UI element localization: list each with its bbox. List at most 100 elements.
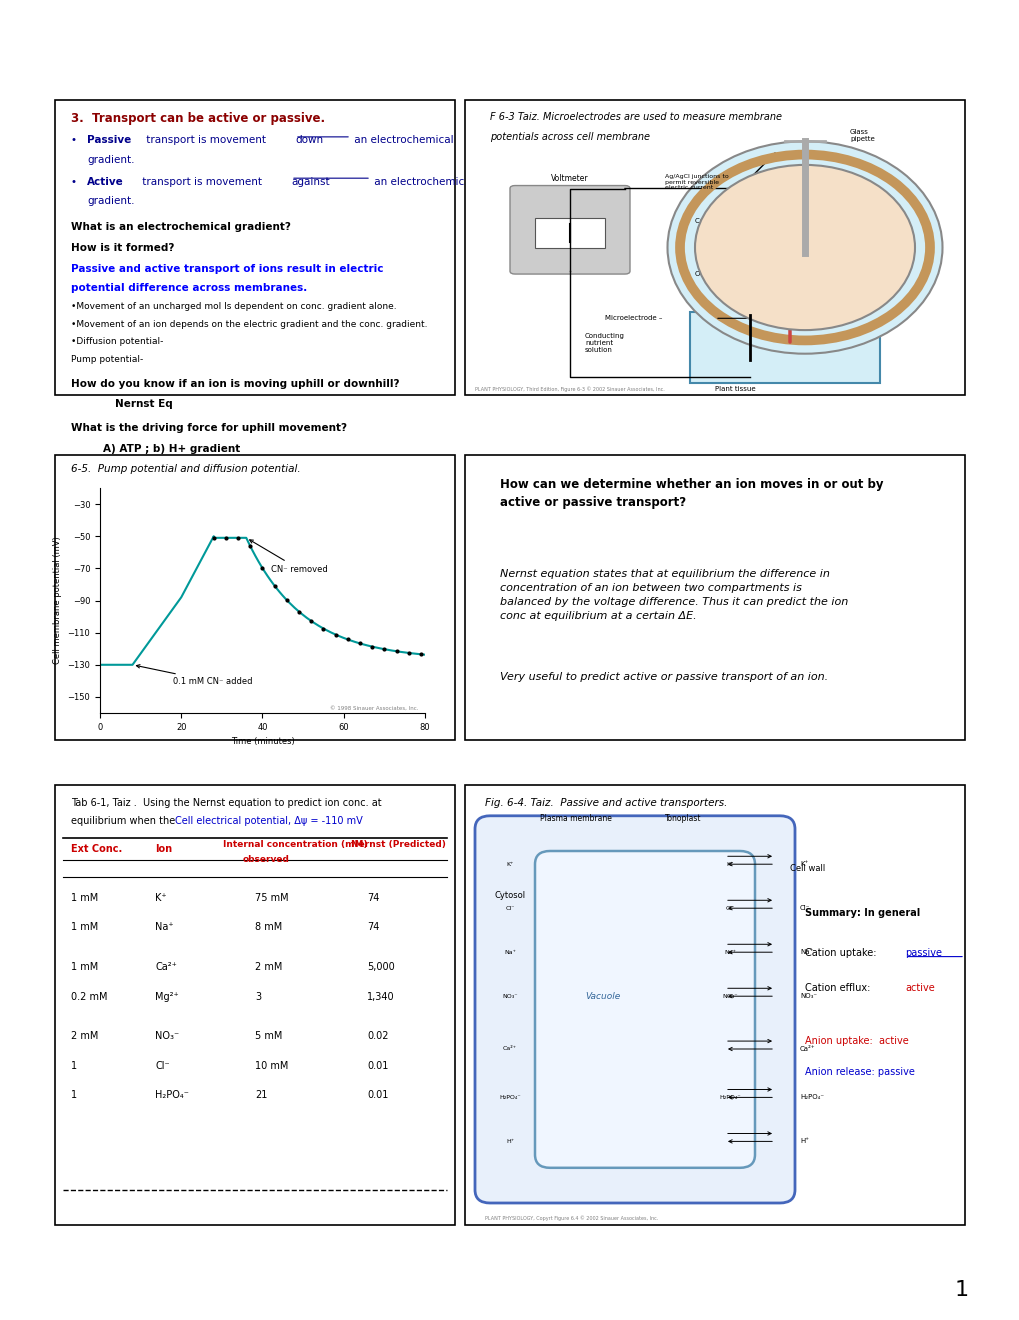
Text: Passive: Passive [87, 136, 131, 145]
Text: potentials across cell membrane: potentials across cell membrane [489, 132, 649, 143]
Text: 2 mM: 2 mM [71, 1031, 98, 1041]
Text: Plasma
membrane
seals to
glass: Plasma membrane seals to glass [814, 259, 849, 281]
Text: Ext Conc.: Ext Conc. [71, 845, 122, 854]
Text: •Movement of an ion depends on the electric gradient and the conc. gradient.: •Movement of an ion depends on the elect… [71, 319, 427, 329]
Text: Open tip: Open tip [694, 271, 725, 277]
Text: H₂PO₄⁻: H₂PO₄⁻ [498, 1094, 521, 1100]
FancyBboxPatch shape [55, 100, 454, 395]
Text: Internal concentration (mM): Internal concentration (mM) [223, 840, 367, 849]
Text: NO₃⁻: NO₃⁻ [799, 993, 816, 999]
Text: Microelectrode –: Microelectrode – [604, 315, 661, 321]
Text: Cation uptake:: Cation uptake: [804, 948, 878, 958]
Text: Passive and active transport of ions result in electric: Passive and active transport of ions res… [71, 264, 383, 273]
Text: Mg²⁺: Mg²⁺ [155, 991, 178, 1002]
Text: K⁺: K⁺ [505, 862, 514, 867]
Text: Cation efflux:: Cation efflux: [804, 983, 875, 993]
Text: Ca²⁺: Ca²⁺ [155, 962, 176, 972]
Text: 1 mM: 1 mM [71, 923, 98, 932]
Text: H⁺: H⁺ [505, 1139, 514, 1144]
Text: transport is movement: transport is movement [143, 136, 269, 145]
Text: Plant tissue: Plant tissue [714, 385, 755, 392]
Text: 21: 21 [255, 1090, 267, 1101]
Text: Anion release: passive: Anion release: passive [804, 1067, 914, 1077]
Text: NO₃⁻: NO₃⁻ [155, 1031, 179, 1041]
Ellipse shape [694, 165, 914, 330]
Text: •Diffusion potential-: •Diffusion potential- [71, 338, 163, 346]
Text: H⁺: H⁺ [799, 1138, 808, 1144]
FancyBboxPatch shape [55, 785, 454, 1225]
Text: Cl⁻: Cl⁻ [155, 1061, 169, 1071]
Text: against: against [290, 177, 329, 186]
Text: gradient.: gradient. [87, 195, 135, 206]
Text: Ca²⁺: Ca²⁺ [502, 1047, 517, 1052]
Text: Na⁺: Na⁺ [503, 949, 516, 954]
Text: 5,000: 5,000 [367, 962, 394, 972]
Text: •Movement of an uncharged mol Is dependent on conc. gradient alone.: •Movement of an uncharged mol Is depende… [71, 302, 396, 312]
Text: 1 mM: 1 mM [71, 892, 98, 903]
Text: 0.1 mM CN⁻ added: 0.1 mM CN⁻ added [137, 665, 253, 686]
Text: 75 mM: 75 mM [255, 892, 288, 903]
Text: Conducting
nutrient
solution: Conducting nutrient solution [585, 333, 625, 352]
Text: Nernst Eq: Nernst Eq [115, 400, 172, 409]
Text: 1: 1 [71, 1090, 77, 1101]
FancyBboxPatch shape [535, 851, 754, 1168]
Text: Plasma membrane: Plasma membrane [539, 813, 611, 822]
Text: Vacuole: Vacuole [585, 991, 620, 1001]
Text: F 6-3 Taiz. Microelectrodes are used to measure membrane: F 6-3 Taiz. Microelectrodes are used to … [489, 112, 782, 121]
Text: How do you know if an ion is moving uphill or downhill?: How do you know if an ion is moving uphi… [71, 379, 399, 389]
Text: potential difference across membranes.: potential difference across membranes. [71, 282, 307, 293]
Text: Summary: In general: Summary: In general [804, 908, 919, 919]
Text: What is an electrochemical gradient?: What is an electrochemical gradient? [71, 223, 290, 232]
Text: 6-5.  Pump potential and diffusion potential.: 6-5. Pump potential and diffusion potent… [71, 463, 301, 474]
Text: K⁺: K⁺ [799, 861, 807, 867]
Text: © 1998 Sinauer Associates, Inc.: © 1998 Sinauer Associates, Inc. [330, 706, 418, 710]
Text: 0.01: 0.01 [367, 1061, 388, 1071]
FancyBboxPatch shape [55, 455, 454, 741]
Text: 74: 74 [367, 892, 379, 903]
FancyBboxPatch shape [465, 785, 964, 1225]
Text: an electrochemical: an electrochemical [371, 177, 473, 186]
Text: •: • [71, 177, 76, 186]
FancyBboxPatch shape [475, 816, 794, 1203]
Text: Cell wall: Cell wall [694, 218, 723, 224]
Text: 0.02: 0.02 [367, 1031, 388, 1041]
FancyBboxPatch shape [510, 186, 630, 275]
Text: K⁺: K⁺ [726, 862, 733, 867]
Text: •: • [71, 136, 76, 145]
FancyBboxPatch shape [465, 100, 964, 395]
Text: Active: Active [87, 177, 123, 186]
Text: passive: passive [904, 948, 942, 958]
Text: 0.01: 0.01 [367, 1090, 388, 1101]
Text: 8 mM: 8 mM [255, 923, 282, 932]
Text: Cytosol: Cytosol [494, 891, 526, 900]
Text: Cl⁻: Cl⁻ [799, 906, 810, 911]
Text: How is it formed?: How is it formed? [71, 243, 174, 253]
Text: Cl⁻: Cl⁻ [504, 906, 515, 911]
Text: 1: 1 [71, 1061, 77, 1071]
Text: 1 mM: 1 mM [71, 962, 98, 972]
Text: 74: 74 [367, 923, 379, 932]
Text: Salt
solution: Salt solution [824, 209, 852, 222]
Text: Tab 6-1, Taiz .  Using the Nernst equation to predict ion conc. at: Tab 6-1, Taiz . Using the Nernst equatio… [71, 799, 381, 808]
X-axis label: Time (minutes): Time (minutes) [230, 738, 294, 746]
Text: K⁺: K⁺ [155, 892, 166, 903]
Text: A) ATP ; b) H+ gradient: A) ATP ; b) H+ gradient [103, 444, 240, 454]
Text: H₂PO₄⁻: H₂PO₄⁻ [718, 1094, 740, 1100]
Text: 1,340: 1,340 [367, 991, 394, 1002]
Text: PLANT PHYSIOLOGY, Third Edition, Figure 6-3 © 2002 Sinauer Associates, Inc.: PLANT PHYSIOLOGY, Third Edition, Figure … [475, 387, 664, 392]
Text: NO₃⁻: NO₃⁻ [721, 994, 737, 999]
Text: Na⁺: Na⁺ [155, 923, 173, 932]
Text: Cell electrical potential, Δψ = -110 mV: Cell electrical potential, Δψ = -110 mV [175, 816, 363, 826]
Text: 5 mM: 5 mM [255, 1031, 282, 1041]
Text: CN⁻ removed: CN⁻ removed [250, 540, 327, 574]
Text: Voltmeter: Voltmeter [550, 174, 588, 182]
Text: Fig. 6-4. Taiz.  Passive and active transporters.: Fig. 6-4. Taiz. Passive and active trans… [484, 799, 727, 808]
Text: Cell wall: Cell wall [790, 865, 824, 874]
FancyBboxPatch shape [535, 218, 604, 248]
Text: an electrochemical: an electrochemical [351, 136, 453, 145]
Text: H₂PO₄⁻: H₂PO₄⁻ [155, 1090, 189, 1101]
Text: How can we determine whether an ion moves in or out by
active or passive transpo: How can we determine whether an ion move… [499, 478, 882, 508]
Y-axis label: Cell membrane potential (mV): Cell membrane potential (mV) [53, 537, 62, 664]
Text: 3.  Transport can be active or passive.: 3. Transport can be active or passive. [71, 112, 325, 125]
Text: Nernst equation states that at equilibrium the difference in
concentration of an: Nernst equation states that at equilibri… [499, 569, 848, 620]
